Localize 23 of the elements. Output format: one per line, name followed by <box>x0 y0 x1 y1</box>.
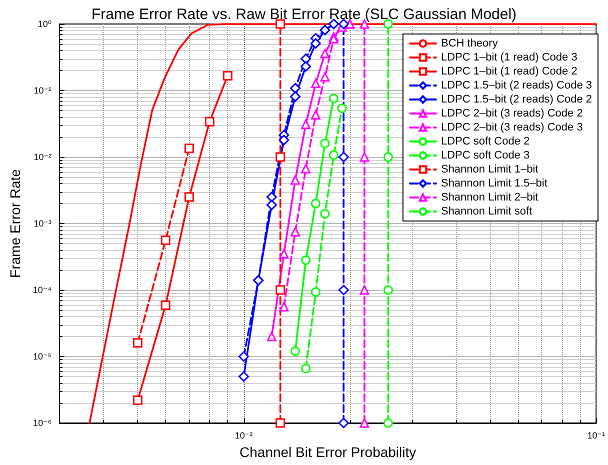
chart-title: Frame Error Rate vs. Raw Bit Error Rate (SLC Gaussian Model) <box>91 6 517 23</box>
legend-label: LDPC 1.5–bit (2 reads) Code 2 <box>440 94 592 106</box>
legend-label: LDPC soft Code 2 <box>440 136 530 148</box>
legend-label: Shannon Limit 1–bit <box>440 164 538 176</box>
legend-label: BCH theory <box>440 38 498 50</box>
legend-label: LDPC 2–bit (3 reads) Code 2 <box>440 108 583 120</box>
y-tick-label: 10⁻⁶ <box>33 418 52 428</box>
y-tick-label: 10⁰ <box>38 19 52 29</box>
legend-label: LDPC 2–bit (3 reads) Code 3 <box>440 122 583 134</box>
legend-label: Shannon Limit 1.5–bit <box>440 178 548 190</box>
y-tick-label: 10⁻¹ <box>34 86 52 96</box>
legend-label: LDPC 1–bit (1 read) Code 2 <box>440 66 578 78</box>
y-tick-label: 10⁻⁴ <box>32 285 52 295</box>
y-axis-title: Frame Error Rate <box>7 168 23 278</box>
legend-label: Shannon Limit soft <box>440 206 532 218</box>
y-tick-label: 10⁻² <box>34 152 52 162</box>
legend-label: LDPC 1–bit (1 read) Code 3 <box>440 52 578 64</box>
legend-label: LDPC soft Code 3 <box>440 150 530 162</box>
y-tick-label: 10⁻⁵ <box>33 352 52 362</box>
legend-label: Shannon Limit 2–bit <box>440 192 538 204</box>
legend-label: LDPC 1.5–bit (2 reads) Code 3 <box>440 80 592 92</box>
y-tick-label: 10⁻³ <box>34 218 52 228</box>
x-axis-title: Channel Bit Error Probability <box>240 444 416 460</box>
